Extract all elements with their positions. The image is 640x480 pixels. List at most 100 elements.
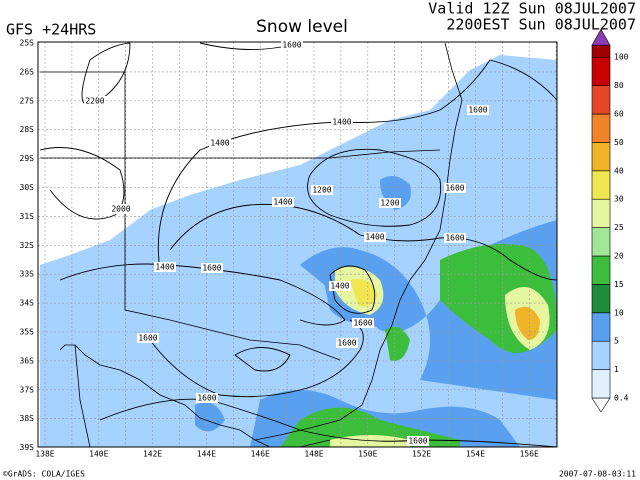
contour-label-bg bbox=[84, 96, 106, 106]
lat-label: 26S bbox=[20, 67, 35, 76]
contour-label: 1600 bbox=[468, 106, 487, 115]
lon-label: 156E bbox=[520, 450, 539, 459]
colorbar-box bbox=[591, 255, 611, 285]
contour-label-bg bbox=[154, 262, 176, 272]
lon-label: 140E bbox=[89, 450, 108, 459]
map-title: Snow level bbox=[256, 17, 348, 37]
colorbar-box bbox=[591, 312, 611, 342]
colorbar-top bbox=[591, 28, 611, 46]
contour-label-bg bbox=[311, 185, 333, 195]
lon-label: 152E bbox=[412, 450, 431, 459]
colorbar-box bbox=[591, 198, 611, 228]
contour-label: 2000 bbox=[111, 205, 130, 214]
labels: 25S 26S 27S 28S 29S 30S 31S 32S 33S 34S 35S 36S 37S 3… bbox=[20, 39, 539, 459]
contour-label-bg bbox=[467, 105, 489, 115]
timestamp: 2007-07-08-03:11 bbox=[559, 470, 636, 479]
contour-label: 1600 bbox=[202, 264, 221, 273]
contour-label: 1400 bbox=[210, 139, 229, 148]
contour-label: 1400 bbox=[365, 233, 384, 242]
contour-label: 1400 bbox=[330, 282, 349, 291]
lon-label: 154E bbox=[466, 450, 485, 459]
colorbar-label: 10 bbox=[614, 308, 624, 317]
colorbar-box bbox=[591, 113, 611, 143]
contour-label-bg bbox=[281, 40, 303, 50]
contour-label-bg bbox=[364, 232, 386, 242]
contour-label: 1400 bbox=[155, 263, 174, 272]
colorbar-label: 0.4 bbox=[614, 394, 629, 403]
contour-label: 1200 bbox=[312, 186, 331, 195]
local-time: 2200EST Sun 08JUL2007 bbox=[446, 16, 636, 34]
lon-label: 138E bbox=[35, 450, 54, 459]
lat-label: 33S bbox=[20, 270, 35, 279]
colorbar-box bbox=[591, 44, 611, 58]
contour-label-bg bbox=[196, 393, 218, 403]
lat-label: 38S bbox=[20, 414, 35, 423]
lon-label: 144E bbox=[197, 450, 216, 459]
colorbar-bottom bbox=[591, 397, 611, 413]
contour-label: 1600 bbox=[282, 41, 301, 50]
colorbar-box bbox=[591, 284, 611, 314]
contour-label-bg bbox=[352, 318, 374, 328]
lat-label: 30S bbox=[20, 183, 35, 192]
colorbar-label: 30 bbox=[614, 195, 624, 204]
contour-label-bg bbox=[444, 183, 466, 193]
colorbar-label: 1 bbox=[614, 365, 619, 374]
contour-label: 1400 bbox=[332, 118, 351, 127]
contour-label-bg bbox=[329, 281, 351, 291]
lat-label: 34S bbox=[20, 299, 35, 308]
lat-label: 28S bbox=[20, 125, 35, 134]
contour-label: 1200 bbox=[380, 199, 399, 208]
colorbar-label: 5 bbox=[614, 337, 619, 346]
colorbar-box bbox=[591, 227, 611, 257]
colorbar-box bbox=[591, 85, 611, 115]
contour-label-bg bbox=[407, 436, 429, 446]
lat-label: 29S bbox=[20, 154, 35, 163]
contour-label: 2200 bbox=[85, 97, 104, 106]
credit: ©GrADS: COLA/IGES bbox=[3, 470, 85, 479]
colorbar-label: 60 bbox=[614, 110, 624, 119]
contour-label-bg bbox=[336, 338, 358, 348]
model-label: GFS +24HRS bbox=[6, 21, 96, 39]
contour-label-bg bbox=[444, 233, 466, 243]
lat-label: 36S bbox=[20, 356, 35, 365]
colorbar-label: 100 bbox=[614, 53, 629, 62]
lat-lon-grid bbox=[38, 42, 557, 447]
colorbar-box bbox=[591, 56, 611, 86]
coastline bbox=[40, 42, 463, 448]
valid-time: Valid 12Z Sun 08JUL2007 bbox=[428, 0, 636, 18]
colorbar-label: 25 bbox=[614, 223, 624, 232]
contour-label-bg bbox=[110, 204, 132, 214]
contour-label: 1600 bbox=[138, 334, 157, 343]
lat-label: 35S bbox=[20, 328, 35, 337]
colorbar-label: 80 bbox=[614, 81, 624, 90]
contour-label: 1600 bbox=[445, 184, 464, 193]
contour-label: 1400 bbox=[273, 198, 292, 207]
lon-label: 150E bbox=[358, 450, 377, 459]
colorbar-label: 20 bbox=[614, 252, 624, 261]
contour-label: 1600 bbox=[353, 319, 372, 328]
contour-label: 1600 bbox=[197, 394, 216, 403]
contour-label-bg bbox=[379, 198, 401, 208]
lat-label: 25S bbox=[20, 39, 35, 48]
lat-label: 27S bbox=[20, 96, 35, 105]
lon-label: 148E bbox=[304, 450, 323, 459]
contours bbox=[39, 42, 558, 448]
contour-label: 1600 bbox=[408, 437, 427, 446]
colorbar-box bbox=[591, 170, 611, 200]
lat-label: 37S bbox=[20, 385, 35, 394]
colorbar-box bbox=[591, 142, 611, 172]
colorbar-label: 40 bbox=[614, 166, 624, 175]
contour-label-bg bbox=[201, 263, 223, 273]
contour-label-bg bbox=[137, 333, 159, 343]
colorbar-box bbox=[591, 340, 611, 370]
colorbar-label: 15 bbox=[614, 280, 624, 289]
colorbar-box bbox=[591, 369, 611, 399]
lat-label: 31S bbox=[20, 212, 35, 221]
contour-label: 1600 bbox=[445, 234, 464, 243]
contour-label-bg bbox=[209, 138, 231, 148]
contour-label: 1600 bbox=[337, 339, 356, 348]
lat-label: 32S bbox=[20, 241, 35, 250]
lon-label: 146E bbox=[251, 450, 270, 459]
contour-label-bg bbox=[331, 117, 353, 127]
